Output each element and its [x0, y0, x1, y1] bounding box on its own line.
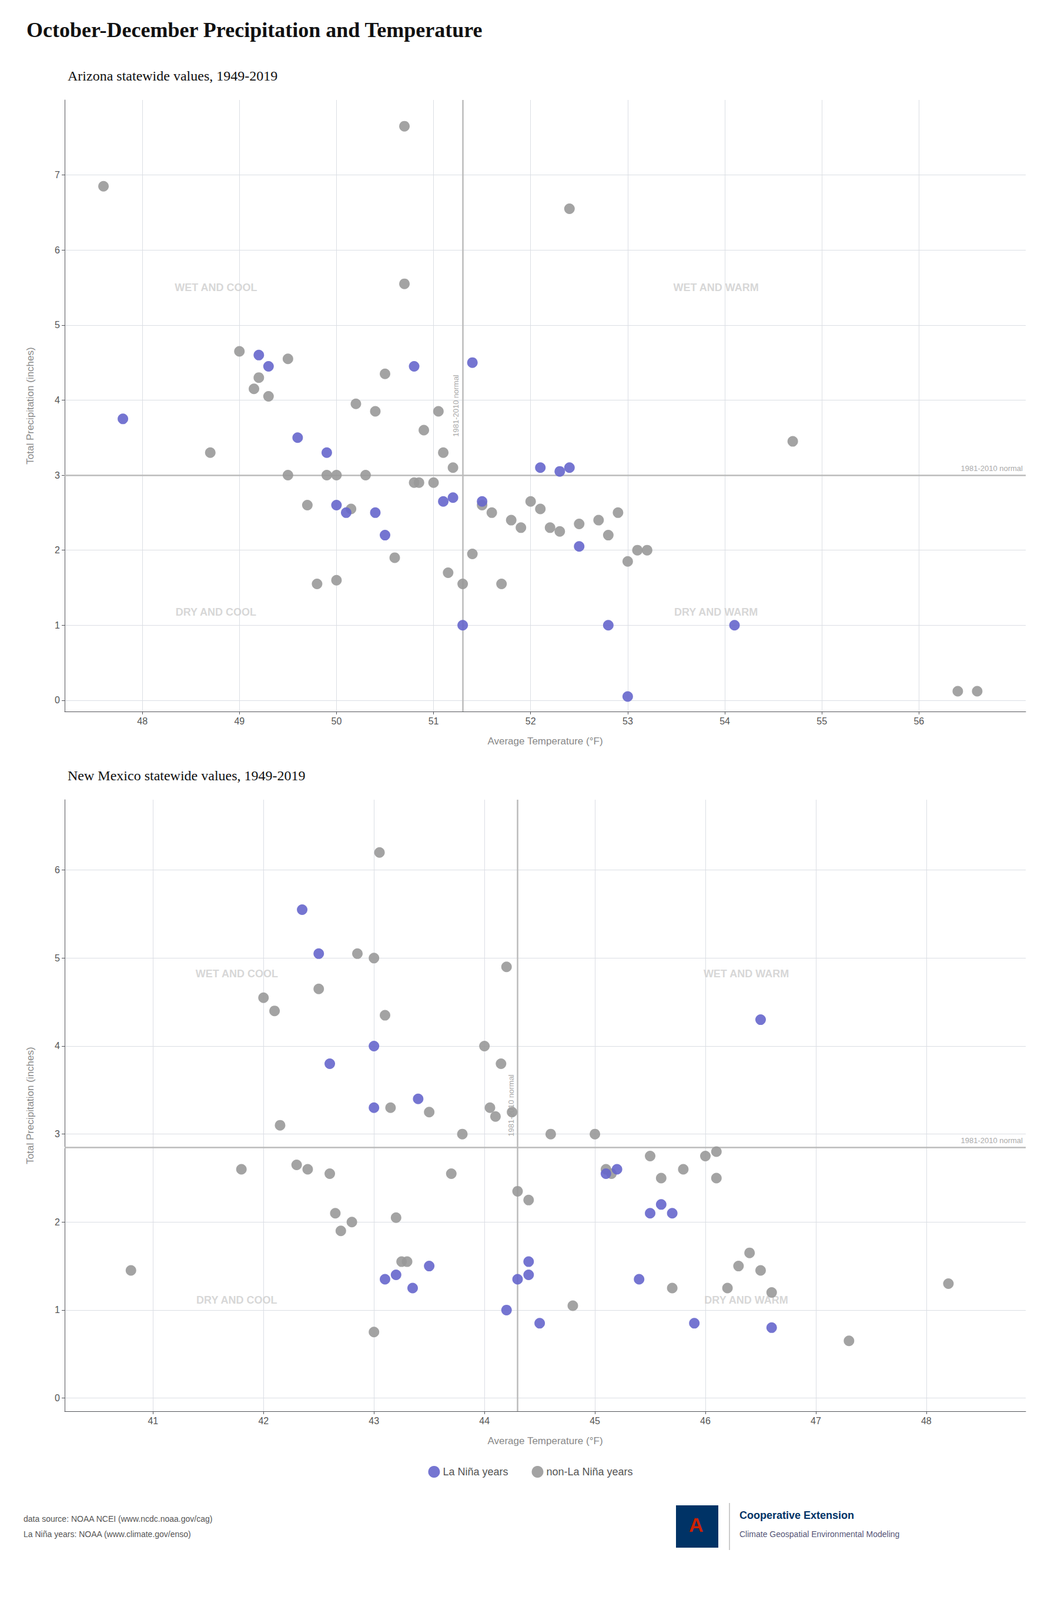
- svg-text:7: 7: [54, 169, 60, 180]
- svg-text:1981-2010 normal: 1981-2010 normal: [960, 1135, 1023, 1145]
- svg-text:46: 46: [700, 1415, 711, 1426]
- svg-text:52: 52: [525, 715, 537, 726]
- svg-text:48: 48: [136, 715, 148, 726]
- svg-text:Average Temperature (°F): Average Temperature (°F): [487, 1434, 603, 1447]
- svg-text:53: 53: [622, 715, 634, 726]
- svg-text:WET AND COOL: WET AND COOL: [195, 967, 279, 980]
- svg-text:2: 2: [54, 544, 60, 555]
- svg-text:Climate Geospatial Environment: Climate Geospatial Environmental Modelin…: [739, 1528, 900, 1539]
- svg-text:48: 48: [921, 1415, 932, 1426]
- svg-text:41: 41: [147, 1415, 159, 1426]
- svg-text:50: 50: [331, 715, 343, 726]
- svg-text:Total Precipitation (inches): Total Precipitation (inches): [24, 346, 36, 464]
- svg-text:47: 47: [810, 1415, 822, 1426]
- svg-text:Average Temperature (°F): Average Temperature (°F): [487, 735, 603, 747]
- svg-text:3: 3: [54, 470, 60, 481]
- svg-text:1: 1: [54, 1304, 60, 1315]
- svg-text:1981-2010 normal: 1981-2010 normal: [960, 463, 1023, 473]
- svg-text:DRY AND WARM: DRY AND WARM: [674, 606, 758, 618]
- svg-text:5: 5: [54, 952, 60, 963]
- svg-text:4: 4: [54, 1040, 60, 1051]
- svg-text:54: 54: [719, 715, 731, 726]
- svg-text:Total Precipitation (inches): Total Precipitation (inches): [24, 1046, 36, 1164]
- svg-text:1: 1: [54, 620, 60, 631]
- svg-text:0: 0: [54, 694, 60, 705]
- svg-text:A: A: [688, 1513, 704, 1536]
- svg-text:New Mexico statewide values, 1: New Mexico statewide values, 1949-2019: [67, 767, 306, 783]
- svg-text:WET AND WARM: WET AND WARM: [703, 967, 789, 980]
- svg-text:WET AND COOL: WET AND COOL: [174, 281, 257, 294]
- svg-text:0: 0: [54, 1392, 60, 1403]
- svg-text:55: 55: [816, 715, 828, 726]
- svg-text:La Niña years: La Niña years: [442, 1465, 508, 1478]
- svg-text:5: 5: [54, 319, 60, 330]
- svg-text:4: 4: [54, 395, 60, 406]
- svg-text:October-December Precipitation: October-December Precipitation and Tempe…: [26, 18, 483, 42]
- svg-text:44: 44: [479, 1415, 490, 1426]
- svg-text:45: 45: [589, 1415, 601, 1426]
- svg-text:1981-2010 normal: 1981-2010 normal: [451, 374, 461, 437]
- svg-text:DRY AND COOL: DRY AND COOL: [196, 1293, 277, 1306]
- svg-text:data source: NOAA NCEI (www.nc: data source: NOAA NCEI (www.ncdc.noaa.go…: [23, 1513, 213, 1524]
- svg-text:DRY AND WARM: DRY AND WARM: [704, 1293, 788, 1306]
- svg-text:DRY AND COOL: DRY AND COOL: [175, 606, 257, 618]
- svg-text:non-La Niña years: non-La Niña years: [546, 1465, 633, 1478]
- svg-text:La Niña years: NOAA (www.clima: La Niña years: NOAA (www.climate.gov/ens…: [23, 1528, 192, 1539]
- svg-text:3: 3: [54, 1128, 60, 1139]
- svg-text:6: 6: [54, 245, 60, 256]
- svg-text:42: 42: [258, 1415, 269, 1426]
- svg-text:Cooperative Extension: Cooperative Extension: [739, 1508, 855, 1521]
- svg-text:1981-2010 normal: 1981-2010 normal: [506, 1073, 516, 1137]
- svg-text:2: 2: [54, 1216, 60, 1227]
- svg-text:56: 56: [913, 715, 925, 726]
- svg-text:43: 43: [368, 1415, 380, 1426]
- svg-text:6: 6: [54, 864, 60, 875]
- svg-text:49: 49: [233, 715, 245, 726]
- svg-text:Arizona statewide values, 1949: Arizona statewide values, 1949-2019: [67, 68, 278, 84]
- svg-text:51: 51: [428, 715, 440, 726]
- svg-text:WET AND WARM: WET AND WARM: [673, 281, 759, 294]
